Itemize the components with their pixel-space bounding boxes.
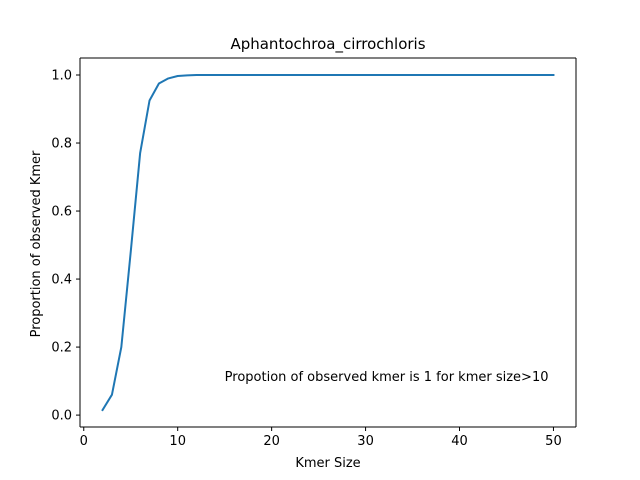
annotation-text: Propotion of observed kmer is 1 for kmer… [225, 370, 549, 385]
y-tick-label: 0.2 [51, 341, 72, 356]
plot-background [80, 58, 576, 427]
tick-group: 0 10 20 30 40 50 0.0 0.2 0.4 0.6 0.8 1.0 [51, 69, 561, 449]
x-tick-label: 0 [80, 434, 88, 449]
y-tick-label: 0.4 [51, 273, 72, 288]
y-tick-label: 0.6 [51, 205, 72, 220]
x-tick-label: 20 [263, 434, 280, 449]
series-line-group [101, 74, 555, 412]
series-line-0 [101, 74, 555, 412]
x-tick-label: 30 [357, 434, 374, 449]
y-tick-label: 0.8 [51, 137, 72, 152]
y-tick-label: 1.0 [51, 69, 72, 84]
plot-area [80, 58, 576, 427]
x-axis-label: Kmer Size [295, 456, 360, 471]
x-tick-label: 40 [451, 434, 468, 449]
x-tick-label: 10 [169, 434, 186, 449]
axes-group [79, 57, 577, 428]
chart-title: Aphantochroa_cirrochloris [230, 35, 425, 54]
y-tick-label: 0.0 [51, 409, 72, 424]
y-axis-label: Proportion of observed Kmer [29, 150, 44, 337]
x-tick-label: 50 [545, 434, 562, 449]
